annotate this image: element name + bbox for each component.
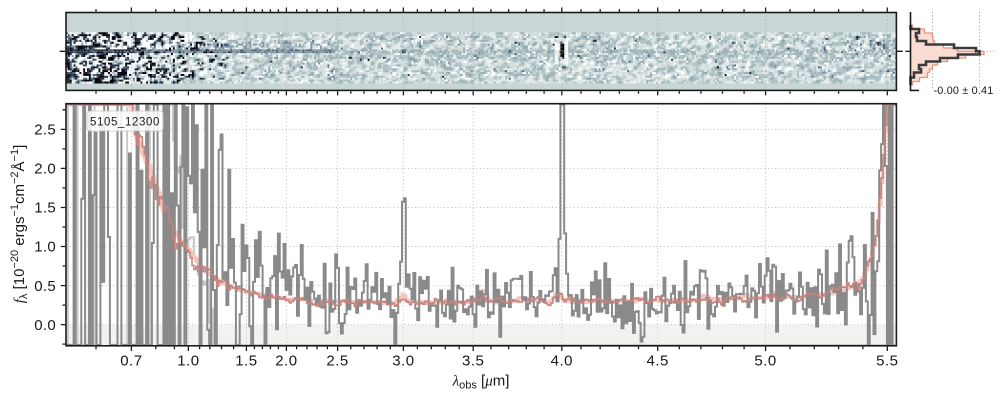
svg-text:5.5: 5.5 [876, 353, 898, 370]
svg-text:4.0: 4.0 [551, 353, 573, 370]
svg-text:3.5: 3.5 [462, 353, 484, 370]
svg-text:5105_12300: 5105_12300 [90, 117, 160, 129]
svg-text:2.0: 2.0 [275, 353, 297, 370]
svg-text:1.0: 1.0 [34, 239, 56, 256]
svg-text:5.0: 5.0 [754, 353, 776, 370]
svg-text:2.5: 2.5 [326, 353, 348, 370]
svg-text:1.5: 1.5 [235, 353, 257, 370]
svg-text:1.0: 1.0 [177, 353, 199, 370]
svg-text:2.5: 2.5 [34, 122, 56, 139]
svg-text:0.5: 0.5 [34, 278, 56, 295]
svg-text:2.0: 2.0 [34, 161, 56, 178]
svg-text:4.5: 4.5 [647, 353, 669, 370]
svg-text:λobs [μm]: λobs [μm] [452, 373, 510, 392]
svg-text:0.7: 0.7 [120, 353, 142, 370]
svg-text:-0.00 ± 0.41: -0.00 ± 0.41 [934, 85, 994, 97]
svg-text:0.0: 0.0 [34, 317, 56, 334]
svg-text:3.0: 3.0 [392, 353, 414, 370]
svg-text:fλ [10−20 ergs−1cm−2Å−1]: fλ [10−20 ergs−1cm−2Å−1] [9, 145, 30, 304]
svg-text:1.5: 1.5 [34, 200, 56, 217]
